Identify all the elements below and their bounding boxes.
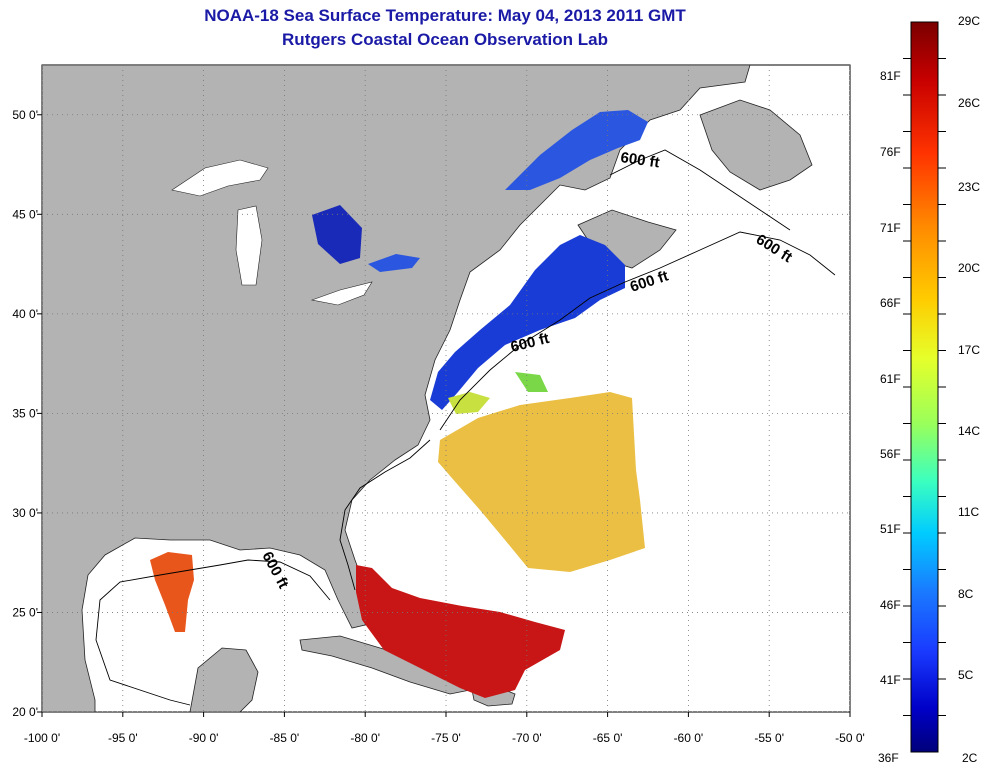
y-axis-ticks: 20 0' 25 0' 30 0' 35 0' 40 0' 45 0' 50 0' xyxy=(12,108,42,719)
x-tick-label: -65 0' xyxy=(593,731,623,745)
colorbar-c-14: 14C xyxy=(958,424,981,438)
x-tick-label: -75 0' xyxy=(431,731,461,745)
colorbar-c-23: 23C xyxy=(958,180,981,194)
colorbar-f-66: 66F xyxy=(880,296,901,310)
lake-superior xyxy=(171,159,269,197)
sst-cold-st-lawrence xyxy=(505,110,648,190)
colorbar-f-61: 61F xyxy=(880,372,901,386)
sst-warm-atlantic xyxy=(438,392,645,572)
lake-erie xyxy=(310,281,373,306)
colorbar-f-51: 51F xyxy=(880,522,901,536)
x-tick-label: -60 0' xyxy=(674,731,704,745)
colorbar-f-41: 41F xyxy=(880,673,901,687)
x-tick-label: -95 0' xyxy=(108,731,138,745)
x-axis-ticks: -100 0' -95 0' -90 0' -85 0' -80 0' -75 0' -70… xyxy=(24,712,865,745)
lake-michigan xyxy=(235,205,263,286)
colorbar-c-8: 8C xyxy=(958,587,974,601)
colorbar-bottom-right-label: 2C xyxy=(962,751,978,765)
sst-warm-patch-north xyxy=(448,392,490,414)
colorbar xyxy=(910,21,939,753)
colorbar-ticks xyxy=(903,58,946,716)
chart-subtitle: Rutgers Coastal Ocean Observation Lab xyxy=(282,30,608,49)
sst-green-patch xyxy=(515,372,548,392)
y-tick-label: 45 0' xyxy=(12,207,38,221)
depth-contours xyxy=(95,149,836,706)
y-tick-label: 50 0' xyxy=(12,108,38,122)
colorbar-f-71: 71F xyxy=(880,221,901,235)
colorbar-c-26: 26C xyxy=(958,96,981,110)
colorbar-f-76: 76F xyxy=(880,145,901,159)
y-tick-label: 35 0' xyxy=(12,406,38,420)
x-tick-label: -85 0' xyxy=(270,731,300,745)
y-tick-label: 25 0' xyxy=(12,605,38,619)
colorbar-c-5: 5C xyxy=(958,668,974,682)
y-tick-label: 30 0' xyxy=(12,506,38,520)
land-north-america xyxy=(42,65,751,712)
colorbar-f-46: 46F xyxy=(880,598,901,612)
y-tick-label: 40 0' xyxy=(12,307,38,321)
chart-title: NOAA-18 Sea Surface Temperature: May 04,… xyxy=(204,6,686,25)
colorbar-top-right-label: 29C xyxy=(958,14,981,28)
x-tick-label: -100 0' xyxy=(24,731,60,745)
y-tick-label: 20 0' xyxy=(12,705,38,719)
sst-hot-bahamas xyxy=(356,565,565,698)
sst-cold-lake-huron xyxy=(312,205,362,264)
sst-hot-gulf-patch xyxy=(150,552,194,632)
colorbar-bottom-left-label: 36F xyxy=(878,751,899,765)
colorbar-f-56: 56F xyxy=(880,447,901,461)
land-cuba xyxy=(299,635,471,695)
x-tick-label: -80 0' xyxy=(350,731,380,745)
land-newfoundland xyxy=(699,99,813,191)
x-tick-label: -70 0' xyxy=(512,731,542,745)
contour-label-1: 600 ft xyxy=(619,149,660,171)
colorbar-c-20: 20C xyxy=(958,261,981,275)
colorbar-c-17: 17C xyxy=(958,343,981,357)
sst-cold-lake-ontario xyxy=(368,254,420,272)
x-tick-label: -55 0' xyxy=(754,731,784,745)
colorbar-f-81: 81F xyxy=(880,69,901,83)
colorbar-c-11: 11C xyxy=(958,505,980,519)
x-tick-label: -50 0' xyxy=(835,731,865,745)
x-tick-label: -90 0' xyxy=(189,731,219,745)
land-yucatan xyxy=(189,647,259,712)
sst-cold-gulf-of-maine xyxy=(430,235,625,410)
